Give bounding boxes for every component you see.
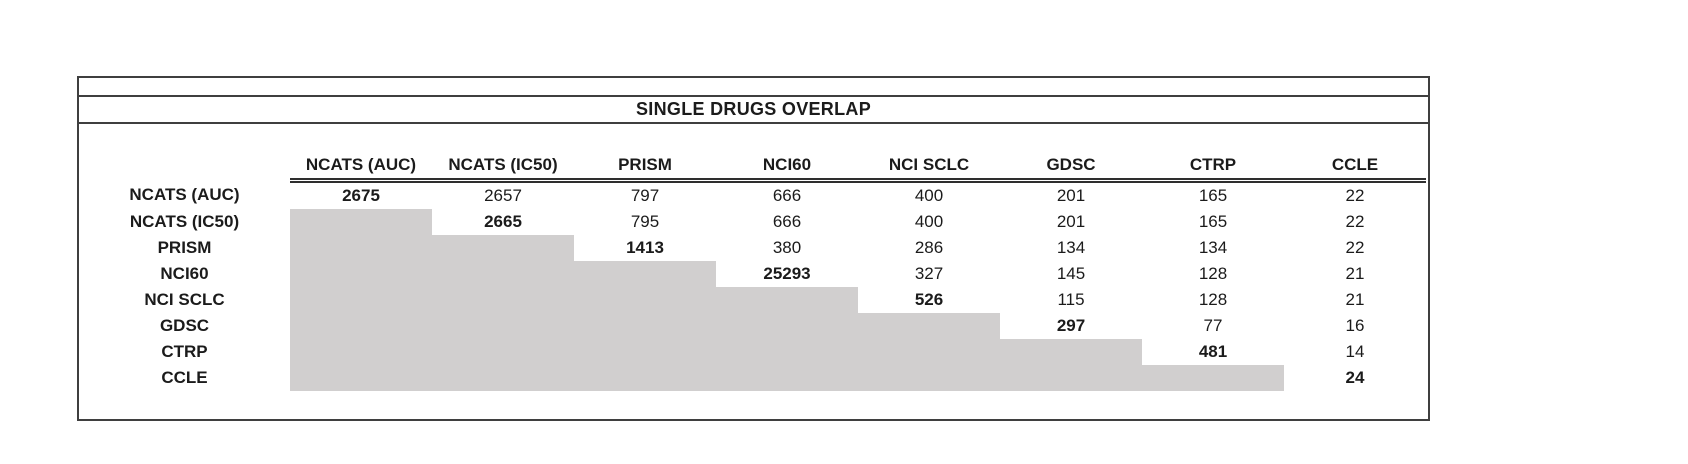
value-cell-nci-sclc-ccle: 21 bbox=[1345, 290, 1365, 309]
shaded-cell bbox=[1000, 365, 1142, 391]
diagonal-cell-prism-prism: 1413 bbox=[626, 238, 664, 257]
diagonal-cell-ctrp-ctrp: 481 bbox=[1198, 342, 1228, 361]
shaded-cell bbox=[290, 365, 432, 391]
value-cell-ncats-auc-ccle: 22 bbox=[1345, 186, 1365, 205]
column-header-ncats-ic50: NCATS (IC50) bbox=[432, 124, 574, 183]
table-row-ctrp: CTRP 481 14 bbox=[79, 339, 1426, 365]
table-row-ncats-ic50: NCATS (IC50) 2665 795 666 400 201 165 22 bbox=[79, 209, 1426, 235]
shaded-cell bbox=[1000, 339, 1142, 365]
column-header-nci-sclc: NCI SCLC bbox=[858, 124, 1000, 183]
row-label-ctrp: CTRP bbox=[161, 342, 208, 361]
value-cell-gdsc-ccle: 16 bbox=[1345, 316, 1365, 335]
diagonal-cell-nci-sclc-nci-sclc: 526 bbox=[914, 290, 944, 309]
matrix-header-row: NCATS (AUC) NCATS (IC50) PRISM NCI60 NCI SCL… bbox=[79, 124, 1426, 183]
row-label-gdsc: GDSC bbox=[159, 316, 210, 335]
value-cell-gdsc-ctrp: 77 bbox=[1203, 316, 1223, 335]
table-row-nci-sclc: NCI SCLC 526 115 128 21 bbox=[79, 287, 1426, 313]
row-label-ccle: CCLE bbox=[161, 368, 208, 387]
value-cell-prism-nci60: 380 bbox=[772, 238, 802, 257]
value-cell-ncats-auc-prism: 797 bbox=[630, 186, 660, 205]
shaded-cell bbox=[432, 339, 574, 365]
shaded-cell bbox=[432, 261, 574, 287]
value-cell-nci60-ccle: 21 bbox=[1345, 264, 1365, 283]
table-row-gdsc: GDSC 297 77 16 bbox=[79, 313, 1426, 339]
matrix-header: NCATS (AUC) NCATS (IC50) PRISM NCI60 NCI SCL… bbox=[79, 124, 1426, 183]
row-label-ncats-auc: NCATS (AUC) bbox=[129, 184, 240, 204]
shaded-cell bbox=[432, 235, 574, 261]
shaded-cell bbox=[290, 313, 432, 339]
diagonal-cell-ccle-ccle: 24 bbox=[1345, 368, 1365, 387]
value-cell-ncats-auc-gdsc: 201 bbox=[1056, 186, 1086, 205]
corner-cell bbox=[79, 124, 290, 181]
single-drugs-overlap-table: SINGLE DRUGS OVERLAP NCATS (AUC) NCATS (I… bbox=[77, 76, 1430, 421]
value-cell-prism-ctrp: 134 bbox=[1198, 238, 1228, 257]
shaded-cell bbox=[574, 313, 716, 339]
value-cell-ncats-auc-nci-sclc: 400 bbox=[914, 186, 944, 205]
matrix-body: NCATS (AUC) 2675 2657 797 666 400 201 165 22 NCAT… bbox=[79, 181, 1426, 391]
value-cell-ncats-auc-ctrp: 165 bbox=[1198, 186, 1228, 205]
shaded-cell bbox=[290, 235, 432, 261]
table-top-spacer bbox=[79, 78, 1428, 97]
diagonal-cell-ncats-ic50-ncats-ic50: 2665 bbox=[484, 212, 522, 231]
shaded-cell bbox=[716, 287, 858, 313]
diagonal-cell-nci60-nci60: 25293 bbox=[763, 264, 811, 283]
overlap-matrix: NCATS (AUC) NCATS (IC50) PRISM NCI60 NCI SCL… bbox=[79, 124, 1426, 391]
shaded-cell bbox=[858, 365, 1000, 391]
value-cell-ncats-auc-nci60: 666 bbox=[772, 186, 802, 205]
shaded-cell bbox=[716, 339, 858, 365]
value-cell-ncats-auc-ncats-ic50: 2657 bbox=[484, 186, 522, 205]
shaded-cell bbox=[716, 365, 858, 391]
value-cell-nci60-gdsc: 145 bbox=[1056, 264, 1086, 283]
shaded-cell bbox=[716, 313, 858, 339]
table-title: SINGLE DRUGS OVERLAP bbox=[79, 97, 1428, 124]
shaded-cell bbox=[432, 365, 574, 391]
shaded-cell bbox=[574, 287, 716, 313]
shaded-cell bbox=[574, 339, 716, 365]
value-cell-ncats-ic50-ctrp: 165 bbox=[1198, 212, 1228, 231]
shaded-cell bbox=[858, 339, 1000, 365]
shaded-cell bbox=[290, 339, 432, 365]
diagonal-cell-gdsc-gdsc: 297 bbox=[1056, 316, 1086, 335]
value-cell-ncats-ic50-gdsc: 201 bbox=[1056, 212, 1086, 231]
shaded-cell bbox=[574, 365, 716, 391]
shaded-cell bbox=[1142, 365, 1284, 391]
column-header-ccle: CCLE bbox=[1284, 124, 1426, 183]
value-cell-nci-sclc-gdsc: 115 bbox=[1057, 290, 1085, 309]
value-cell-nci60-nci-sclc: 327 bbox=[914, 264, 944, 283]
column-header-prism: PRISM bbox=[574, 124, 716, 183]
shaded-cell bbox=[290, 261, 432, 287]
table-row-ccle: CCLE 24 bbox=[79, 365, 1426, 391]
table-row-prism: PRISM 1413 380 286 134 134 22 bbox=[79, 235, 1426, 261]
value-cell-ncats-ic50-ccle: 22 bbox=[1345, 212, 1365, 231]
value-cell-prism-ccle: 22 bbox=[1345, 238, 1365, 257]
row-label-nci60: NCI60 bbox=[160, 264, 209, 283]
row-label-ncats-ic50: NCATS (IC50) bbox=[129, 212, 240, 231]
shaded-cell bbox=[858, 313, 1000, 339]
shaded-cell bbox=[432, 313, 574, 339]
row-label-nci-sclc: NCI SCLC bbox=[144, 290, 225, 309]
value-cell-nci-sclc-ctrp: 128 bbox=[1198, 290, 1228, 309]
value-cell-ncats-ic50-prism: 795 bbox=[630, 212, 660, 231]
diagonal-cell-ncats-auc-ncats-auc: 2675 bbox=[342, 186, 380, 205]
shaded-cell bbox=[290, 209, 432, 235]
column-header-nci60: NCI60 bbox=[716, 124, 858, 183]
value-cell-prism-nci-sclc: 286 bbox=[914, 238, 944, 257]
value-cell-nci60-ctrp: 128 bbox=[1198, 264, 1228, 283]
column-header-ctrp: CTRP bbox=[1142, 124, 1284, 183]
value-cell-ncats-ic50-nci60: 666 bbox=[772, 212, 802, 231]
shaded-cell bbox=[432, 287, 574, 313]
column-header-gdsc: GDSC bbox=[1000, 124, 1142, 183]
row-label-prism: PRISM bbox=[157, 238, 212, 257]
shaded-cell bbox=[574, 261, 716, 287]
shaded-cell bbox=[290, 287, 432, 313]
value-cell-ctrp-ccle: 14 bbox=[1345, 342, 1365, 361]
column-header-ncats-auc: NCATS (AUC) bbox=[290, 124, 432, 183]
table-row-ncats-auc: NCATS (AUC) 2675 2657 797 666 400 201 165 22 bbox=[79, 181, 1426, 210]
value-cell-ncats-ic50-nci-sclc: 400 bbox=[914, 212, 944, 231]
table-row-nci60: NCI60 25293 327 145 128 21 bbox=[79, 261, 1426, 287]
value-cell-prism-gdsc: 134 bbox=[1056, 238, 1086, 257]
